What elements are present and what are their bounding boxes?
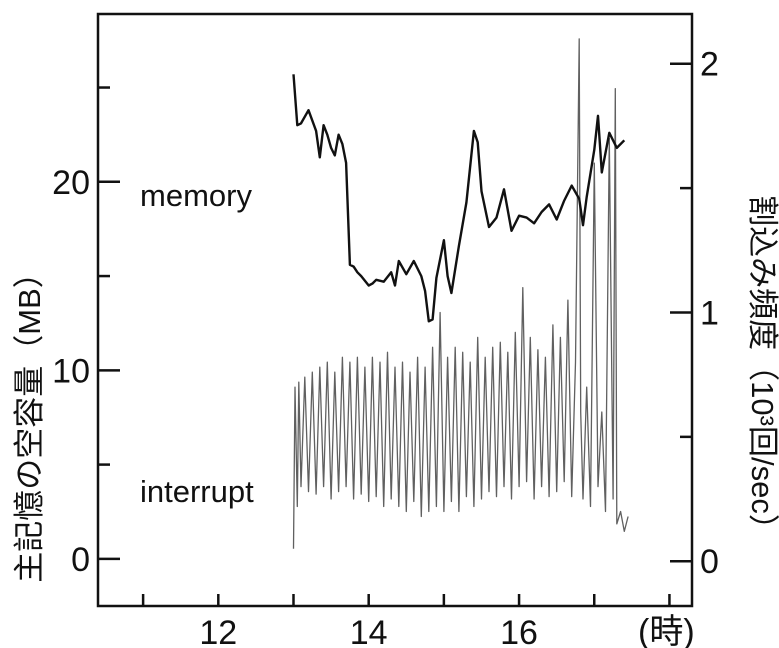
x-axis-unit-label: (時) [638,613,695,648]
memory-series-label: memory [140,178,252,213]
y-right-tick-label: 1 [700,294,719,332]
right-axis-title: 割込み頻度（10³回/sec） [745,195,779,545]
y-left-tick-label: 20 [52,164,90,202]
left-axis-title: 主記憶の空容量（MB） [12,257,47,583]
x-tick-label: 16 [500,614,538,648]
x-tick-label: 12 [199,614,237,648]
interrupt-series-line [292,38,629,549]
plot-frame [96,12,694,608]
y-right-tick-label: 2 [700,46,719,84]
axis-ticks [98,62,692,606]
memory-series-line [292,74,626,323]
y-right-tick-label: 0 [700,543,719,581]
x-tick-label: 14 [350,614,388,648]
y-left-tick-label: 0 [71,541,90,579]
interrupt-series-label: interrupt [140,474,254,509]
y-left-tick-label: 10 [52,352,90,390]
